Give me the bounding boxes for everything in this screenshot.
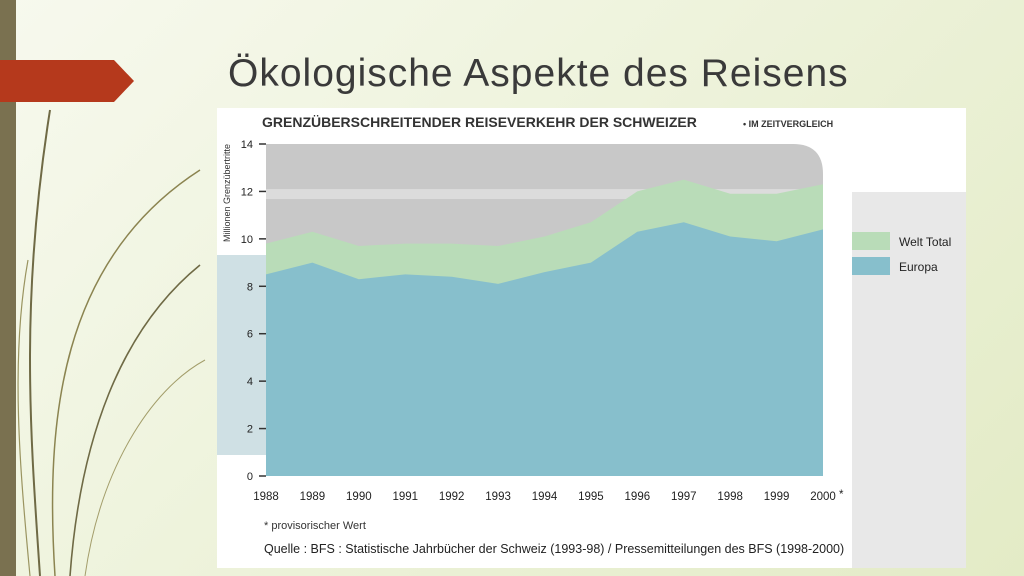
series-area-europa [266,222,823,476]
x-tick-label: 1990 [346,491,372,503]
chart-source: Quelle : BFS : Statistische Jahrbücher d… [264,542,844,556]
x-tick-label: 2000 [810,491,836,503]
x-tick-label: 1995 [578,491,604,503]
y-tick-label: 2 [247,424,253,436]
y-tick-label: 10 [241,234,253,246]
y-tick-label: 6 [247,329,253,341]
chart-panel: 0 2 4 6 8 10 12 14 1988 1989 1990 1991 1992 1993 1994 1… [217,108,966,568]
chart-title: GRENZÜBERSCHREITENDER REISEVERKEHR DER S… [262,114,697,130]
legend-label-welt-total: Welt Total [899,235,951,249]
chart-subtitle: • IM ZEITVERGLEICH [743,119,833,129]
y-tick-label: 4 [247,376,253,388]
x-tick-label: 1997 [671,491,697,503]
legend-background [852,192,966,568]
x-tick-label: 1992 [439,491,465,503]
y-tick-label: 14 [241,139,253,151]
left-frame-bar [0,0,16,576]
accent-tab [0,60,134,102]
y-tick-label: 0 [247,471,253,483]
x-tick-label: 1999 [764,491,790,503]
axis-strip [217,255,266,455]
area-chart: 0 2 4 6 8 10 12 14 1988 1989 1990 1991 1992 1993 1994 1… [217,114,966,568]
chart-footnote: * provisorischer Wert [264,520,366,532]
legend-swatch-welt-total [852,232,890,250]
accent-tab-shape [0,60,134,102]
x-tick-label: 1994 [532,491,558,503]
x-tick-label: 1998 [717,491,743,503]
x-tick-label: 1989 [300,491,326,503]
slide-title: Ökologische Aspekte des Reisens [228,52,849,95]
x-tick-label: 1996 [625,491,651,503]
legend-swatch-europa [852,257,890,275]
x-tick-label: 1993 [485,491,511,503]
y-axis-title: Millionen Grenzübertritte [222,144,232,242]
x-tick-label: 1991 [392,491,418,503]
plot-band [266,189,823,200]
y-tick-label: 12 [241,186,253,198]
x-tick-label: 1988 [253,491,279,503]
y-tick-label: 8 [247,281,253,293]
decorative-grass-lines [17,109,206,576]
x-tick-marker: * [839,489,844,501]
legend-label-europa: Europa [899,260,938,274]
